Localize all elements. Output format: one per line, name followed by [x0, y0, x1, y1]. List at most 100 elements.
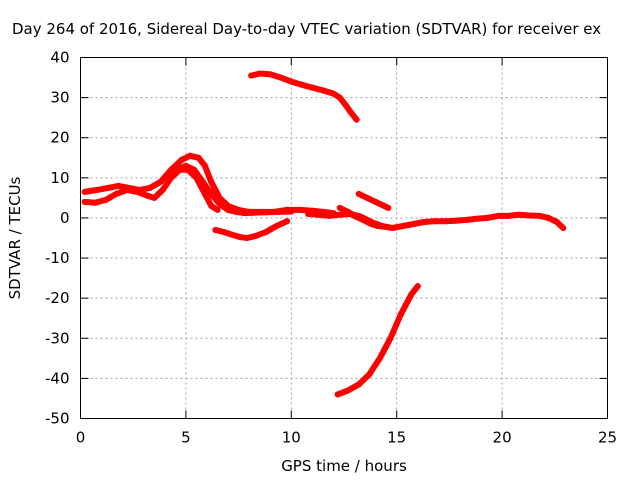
series-line — [81, 166, 221, 213]
data-point — [288, 208, 295, 215]
y-tick-label: -50 — [45, 410, 70, 428]
x-tick-label: 0 — [76, 429, 86, 447]
data-point — [494, 212, 501, 219]
data-point — [397, 311, 404, 318]
data-point — [208, 178, 215, 185]
series-arc-9 — [334, 283, 421, 398]
data-point — [201, 162, 208, 169]
data-point — [208, 190, 215, 197]
data-point — [284, 218, 291, 225]
data-point — [216, 200, 223, 207]
data-point — [414, 283, 421, 290]
data-point — [147, 184, 154, 191]
data-point — [309, 84, 316, 91]
data-point — [81, 188, 88, 195]
plot-frame — [80, 57, 608, 419]
data-point — [505, 212, 512, 219]
data-point — [526, 212, 533, 219]
data-point — [296, 206, 303, 213]
y-tick-label: 20 — [50, 129, 69, 147]
data-point — [267, 71, 274, 78]
data-point — [233, 208, 240, 215]
data-point — [389, 224, 396, 231]
data-point — [113, 190, 120, 197]
x-tick-label: 15 — [387, 429, 406, 447]
data-point — [168, 166, 175, 173]
series-arc-7 — [336, 204, 388, 230]
data-point — [237, 234, 244, 241]
data-point — [104, 184, 111, 191]
data-point — [187, 152, 194, 159]
data-point — [305, 210, 312, 217]
data-point — [298, 81, 305, 88]
data-point — [545, 214, 552, 221]
y-axis-title: SDTVAR / TECUs — [6, 176, 24, 299]
data-point — [174, 166, 181, 173]
y-tick-label: -40 — [45, 369, 70, 387]
data-point — [263, 209, 270, 216]
data-point — [182, 162, 189, 169]
x-tick-label: 10 — [282, 429, 301, 447]
data-point — [288, 78, 295, 85]
data-point — [252, 232, 259, 239]
series-arc-5 — [248, 70, 360, 123]
data-point — [250, 209, 257, 216]
x-tick-label: 25 — [598, 429, 617, 447]
data-point — [225, 206, 232, 213]
data-point — [343, 102, 350, 109]
data-point — [408, 291, 415, 298]
data-point — [347, 108, 354, 115]
data-point — [94, 186, 101, 193]
data-point — [144, 192, 151, 199]
grid-lines — [80, 57, 608, 419]
series-arc-4 — [212, 218, 291, 241]
data-point — [345, 387, 352, 394]
data-point — [178, 156, 185, 163]
data-point — [92, 199, 99, 206]
data-point — [515, 211, 522, 218]
series-arc-6 — [305, 210, 567, 231]
data-point — [275, 208, 282, 215]
data-point — [364, 194, 371, 201]
data-point — [159, 186, 166, 193]
data-point — [359, 216, 366, 223]
data-point — [123, 186, 130, 193]
data-point — [244, 235, 251, 241]
data-point — [381, 223, 388, 230]
data-point — [452, 217, 459, 224]
data-point — [191, 166, 198, 173]
x-axis-title: GPS time / hours — [281, 457, 407, 475]
data-point — [273, 222, 280, 229]
x-tick-labels: 0 5 10 15 20 25 — [76, 429, 617, 447]
data-point — [319, 87, 326, 94]
data-point — [81, 198, 88, 205]
data-point — [336, 211, 343, 218]
data-point — [151, 194, 158, 201]
data-point — [277, 74, 284, 81]
data-point — [199, 178, 206, 185]
data-point — [553, 218, 560, 225]
data-point — [421, 218, 428, 225]
data-point — [168, 174, 175, 181]
data-point — [376, 355, 383, 362]
y-tick-label: -30 — [45, 329, 70, 347]
data-point — [473, 215, 480, 222]
series-arc-3 — [174, 162, 295, 217]
data-point — [431, 218, 438, 225]
data-point — [214, 206, 221, 213]
y-tick-label: 40 — [50, 49, 69, 67]
data-point — [368, 220, 375, 227]
x-tick-label: 20 — [493, 429, 512, 447]
data-point — [315, 211, 322, 218]
data-point — [484, 214, 491, 221]
data-point — [201, 190, 208, 197]
data-point — [326, 212, 333, 219]
data-point — [372, 198, 379, 205]
data-point — [334, 391, 341, 398]
data-point — [351, 212, 358, 219]
chart-title: Day 264 of 2016, Sidereal Day-to-day VTE… — [12, 20, 601, 38]
y-tick-labels: -50 -40 -30 -20 -10 0 10 20 30 40 — [45, 49, 70, 428]
data-point — [336, 204, 343, 211]
x-tick-label: 5 — [181, 429, 191, 447]
data-point — [115, 182, 122, 189]
